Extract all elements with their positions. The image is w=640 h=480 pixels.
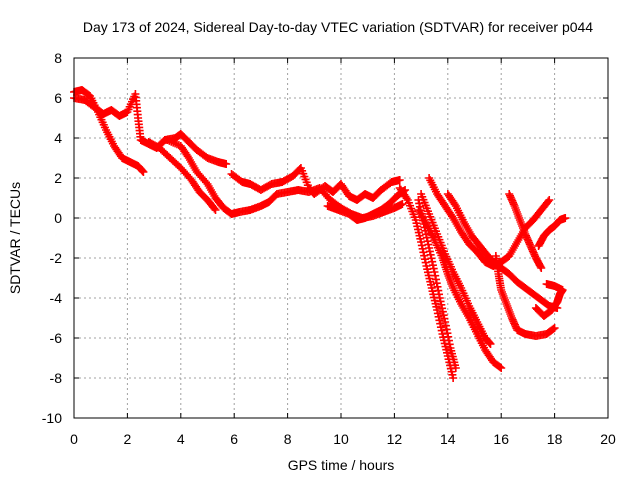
plot-frame bbox=[73, 57, 609, 419]
data-point bbox=[486, 340, 495, 348]
x-tick-label: 4 bbox=[177, 431, 185, 447]
x-tick-label: 18 bbox=[547, 431, 563, 447]
data-points bbox=[70, 86, 570, 382]
data-point bbox=[211, 206, 220, 214]
data-point bbox=[542, 280, 551, 288]
x-tick-label: 2 bbox=[124, 431, 132, 447]
chart-title: Day 173 of 2024, Sidereal Day-to-day VTE… bbox=[83, 19, 593, 35]
data-point bbox=[496, 363, 505, 372]
data-point bbox=[497, 364, 506, 372]
x-axis-label: GPS time / hours bbox=[288, 457, 395, 473]
x-tick-label: 10 bbox=[333, 431, 349, 447]
series-track-M bbox=[505, 190, 546, 272]
data-point bbox=[449, 374, 458, 382]
y-tick-label: -8 bbox=[50, 370, 63, 386]
x-tick-label: 12 bbox=[387, 431, 403, 447]
data-point bbox=[451, 364, 460, 372]
data-point bbox=[550, 324, 559, 332]
data-point bbox=[549, 324, 558, 333]
series-track-P bbox=[534, 214, 570, 250]
series-track-O bbox=[531, 280, 567, 320]
y-axis-label: SDTVAR / TECUs bbox=[7, 182, 23, 294]
y-tick-label: -10 bbox=[42, 410, 62, 426]
series-track-H bbox=[414, 196, 460, 372]
data-point bbox=[402, 194, 411, 203]
series-track-D bbox=[163, 136, 407, 222]
data-point bbox=[139, 168, 148, 176]
data-point bbox=[537, 264, 546, 272]
series-track-F bbox=[323, 186, 410, 224]
y-tick-label: -4 bbox=[50, 290, 63, 306]
data-point bbox=[398, 200, 407, 208]
series-track-N bbox=[491, 252, 559, 340]
x-tick-label: 16 bbox=[493, 431, 509, 447]
y-tick-label: 6 bbox=[54, 90, 62, 106]
data-point bbox=[561, 214, 570, 222]
series-track-G bbox=[395, 184, 458, 382]
y-tick-label: 2 bbox=[54, 170, 62, 186]
tick-labels: 0 2 4 6 8 10 12 14 16 18 20 -10 -8 -6 -4 -2 0 2 4 6 8 bbox=[42, 50, 616, 447]
y-tick-label: -2 bbox=[50, 250, 63, 266]
x-tick-label: 0 bbox=[70, 431, 78, 447]
x-tick-label: 8 bbox=[284, 431, 292, 447]
series-track-I bbox=[414, 206, 506, 372]
x-tick-label: 14 bbox=[440, 431, 456, 447]
data-point bbox=[544, 197, 553, 206]
data-point bbox=[545, 196, 554, 204]
y-tick-label: 8 bbox=[54, 50, 62, 66]
series-track-C bbox=[144, 138, 220, 214]
data-point bbox=[210, 204, 219, 213]
data-point bbox=[395, 176, 404, 184]
series-track-E bbox=[227, 164, 404, 204]
x-tick-label: 20 bbox=[600, 431, 616, 447]
y-tick-label: 4 bbox=[54, 130, 62, 146]
x-tick-label: 6 bbox=[230, 431, 238, 447]
y-tick-label: 0 bbox=[54, 210, 62, 226]
data-point bbox=[222, 160, 231, 168]
series-track-L bbox=[443, 190, 562, 312]
grid-lines bbox=[74, 58, 608, 418]
series-track-J bbox=[417, 190, 495, 348]
y-tick-label: -6 bbox=[50, 330, 63, 346]
